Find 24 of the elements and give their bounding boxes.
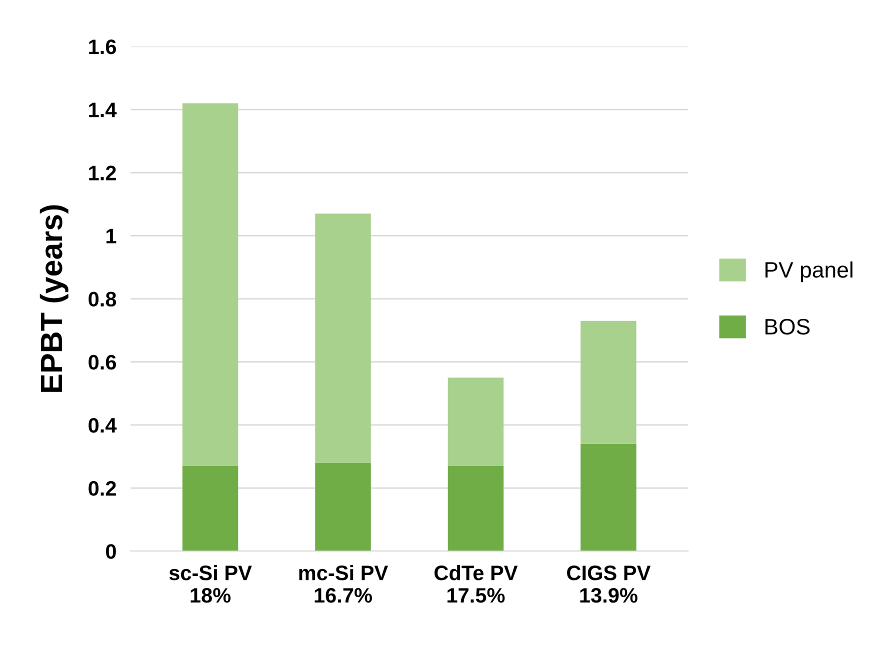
- bar: [182, 103, 238, 466]
- y-tick-label: 0.6: [88, 354, 116, 370]
- x-tick-label: CIGS PV 13.9%: [567, 566, 651, 603]
- y-tick-label: 0.2: [88, 481, 116, 496]
- bar: [448, 466, 504, 552]
- x-tick-label: CdTe PV 17.5%: [434, 565, 518, 603]
- bar: [182, 466, 238, 552]
- legend-label: BOS: [766, 318, 810, 335]
- x-tick-label: sc-Si PV 18%: [169, 565, 252, 603]
- y-tick-label: 0: [106, 544, 116, 559]
- y-tick-label: 1.2: [89, 166, 116, 180]
- y-tick-label: 1.4: [89, 102, 117, 118]
- bar: [315, 462, 371, 552]
- bar: [315, 214, 371, 463]
- y-axis-title: EPBT (years): [40, 205, 68, 392]
- y-tick-label: 1.6: [89, 39, 116, 54]
- legend-label: PV panel: [766, 261, 852, 282]
- bar: [448, 378, 504, 466]
- y-tick-label: 0.8: [88, 292, 116, 307]
- bar: [580, 320, 636, 444]
- bar: [580, 444, 636, 552]
- x-tick-label: mc-Si PV 16.7%: [299, 565, 388, 603]
- y-tick-label: 0.4: [88, 418, 117, 433]
- y-tick-label: 1: [106, 228, 116, 244]
